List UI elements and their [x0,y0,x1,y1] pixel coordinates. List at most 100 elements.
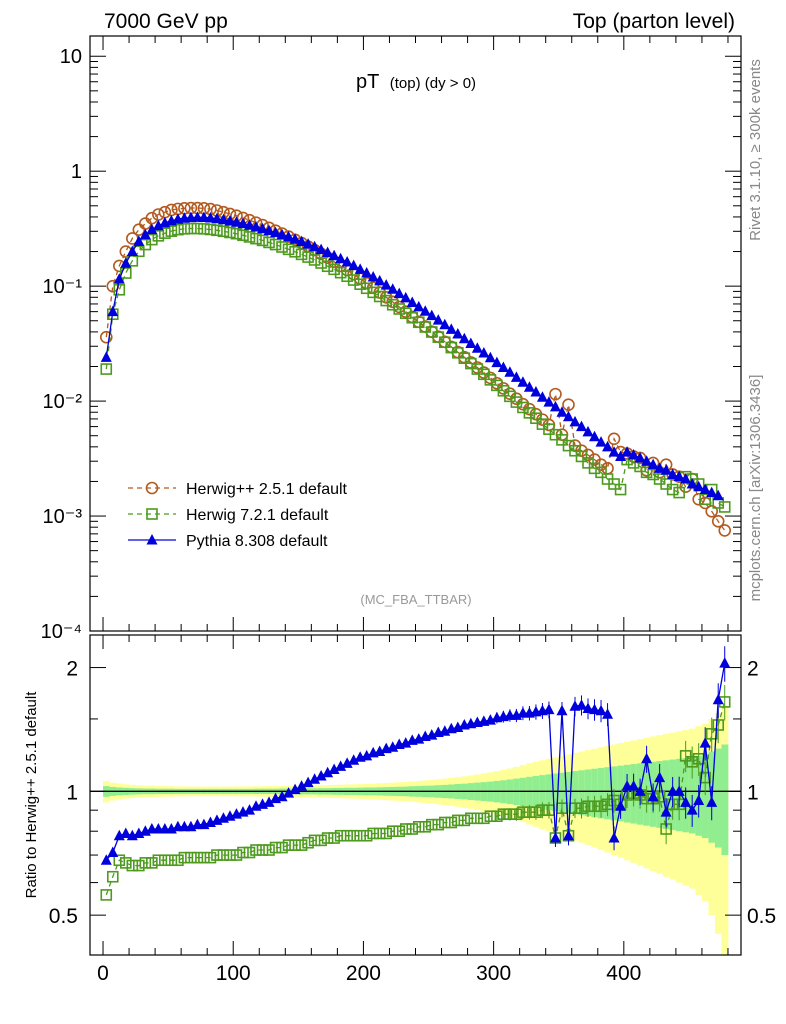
pythia-point [478,347,490,358]
pythia-point [270,226,282,238]
herwig7-point [666,483,679,496]
pythia-ratio-point [322,766,334,778]
herwig7-ratio-point [517,806,529,818]
pythia-point [543,396,555,407]
herwig7-point [276,241,288,253]
herwig7-point [334,266,347,279]
pythia-point [211,212,223,224]
pythia-point [582,425,594,437]
herwig7-point [360,282,373,295]
herwig7-ratio-point [120,857,132,869]
herwig7-ratio-point [295,839,308,851]
herwig7-ratio-point [399,823,412,835]
x-tick-label: 100 [216,962,251,985]
herwig7-ratio-point [269,841,282,854]
pythia-ratio-point [315,769,327,781]
pythia-point [113,273,125,284]
herwig7-point [718,501,731,513]
herwig7-point [673,486,685,499]
pythia-ratio-point [634,785,646,796]
pythia-point [634,451,646,463]
pythia-point [602,440,614,452]
legend-label-pythia: Pythia 8.308 default [186,533,328,550]
pythia-ratio-point [582,702,594,714]
herwig7-ratio-point [445,816,458,829]
herwig7-point [289,245,301,258]
plot-title-sub: (top) (dy > 0) [390,75,476,92]
herwig7-ratio-point [699,771,711,784]
pythia-point [230,216,242,227]
pythia-point [439,318,451,330]
stat-uncertainty-band [591,768,599,818]
pythia-point [504,366,516,377]
pythia-point [309,240,321,252]
herwig7-ratio-point [133,859,145,872]
herwig7-ratio-point [276,841,288,854]
pythia-point [465,337,477,348]
pythia-point [328,249,340,261]
herwig7-point [347,274,360,286]
herwigpp-point [601,462,614,475]
pythia-ratio-point [712,693,724,705]
herwig7-ratio-point [172,854,184,867]
pythia-ratio-point [107,846,119,858]
herwig7-ratio-point [608,794,620,807]
herwig7-ratio-point [230,849,243,861]
herwig7-ratio-point [243,846,256,859]
pythia-point [387,283,399,294]
herwig7-point [588,462,601,475]
herwig7-ratio-point [204,851,217,864]
herwig7-ratio-point [530,806,542,818]
pythia-point [445,323,457,334]
herwig7-ratio-point [289,839,301,851]
stat-uncertainty-band [721,744,729,856]
herwig7-ratio-point [432,818,445,831]
pythia-ratio-point [309,773,321,784]
herwig7-point [172,223,184,236]
pythia-point [530,385,542,397]
herwig7-ratio-point [237,846,249,859]
plot-title-main: pT [356,71,379,93]
pythia-point [706,486,718,498]
pythia-point [335,252,347,264]
pythia-point [354,263,366,274]
herwig7-ratio-point [510,808,523,820]
pythia-ratio-point [686,804,698,815]
herwig7-ratio-point [321,832,334,844]
herwig7-ratio-point [491,810,503,823]
pythia-point [615,450,627,461]
plot-title: pT (top) (dy > 0) [356,71,476,93]
stat-uncertainty-band [565,771,573,814]
pythia-point [426,309,438,321]
herwig7-ratio-point [393,825,406,838]
herwig7-ratio-point [452,814,464,827]
legend-label-herwigpp: Herwig++ 2.5.1 default [186,481,348,498]
herwig7-point [243,231,256,243]
pythia-point [556,406,568,417]
pythia-ratio-point [283,787,295,798]
pythia-point [595,436,607,447]
stat-uncertainty-band [545,774,553,811]
y-tick-label: 1 [71,161,82,183]
herwig7-point [354,278,366,290]
herwigpp-point [594,458,608,471]
ratio-y-tick-label-right: 2 [747,658,759,681]
pythia-point [380,279,392,290]
ratio-ylabel: Ratio to Herwig++ 2.5.1 default [23,691,40,899]
pythia-point [348,259,360,271]
herwig7-ratio-point [523,806,536,818]
herwig7-point [328,263,340,276]
pythia-point [641,455,653,466]
pythia-ratio-point [543,703,555,715]
herwig7-ratio-point [458,814,471,827]
pythia-point [413,300,425,312]
herwig7-point [237,229,249,242]
pythia-ratio-series [100,646,731,865]
y-tick-label: 10 [60,46,82,68]
pythia-point [374,274,386,286]
pythia-point [452,328,464,339]
ratio-panel: 2 2 1 1 0.5 0.5 0 100 200 300 400 Ratio to Herwig+… [23,634,776,985]
herwig7-point [120,267,132,279]
herwig7-ratio-point [224,849,236,861]
herwig7-ratio-point [367,827,379,840]
